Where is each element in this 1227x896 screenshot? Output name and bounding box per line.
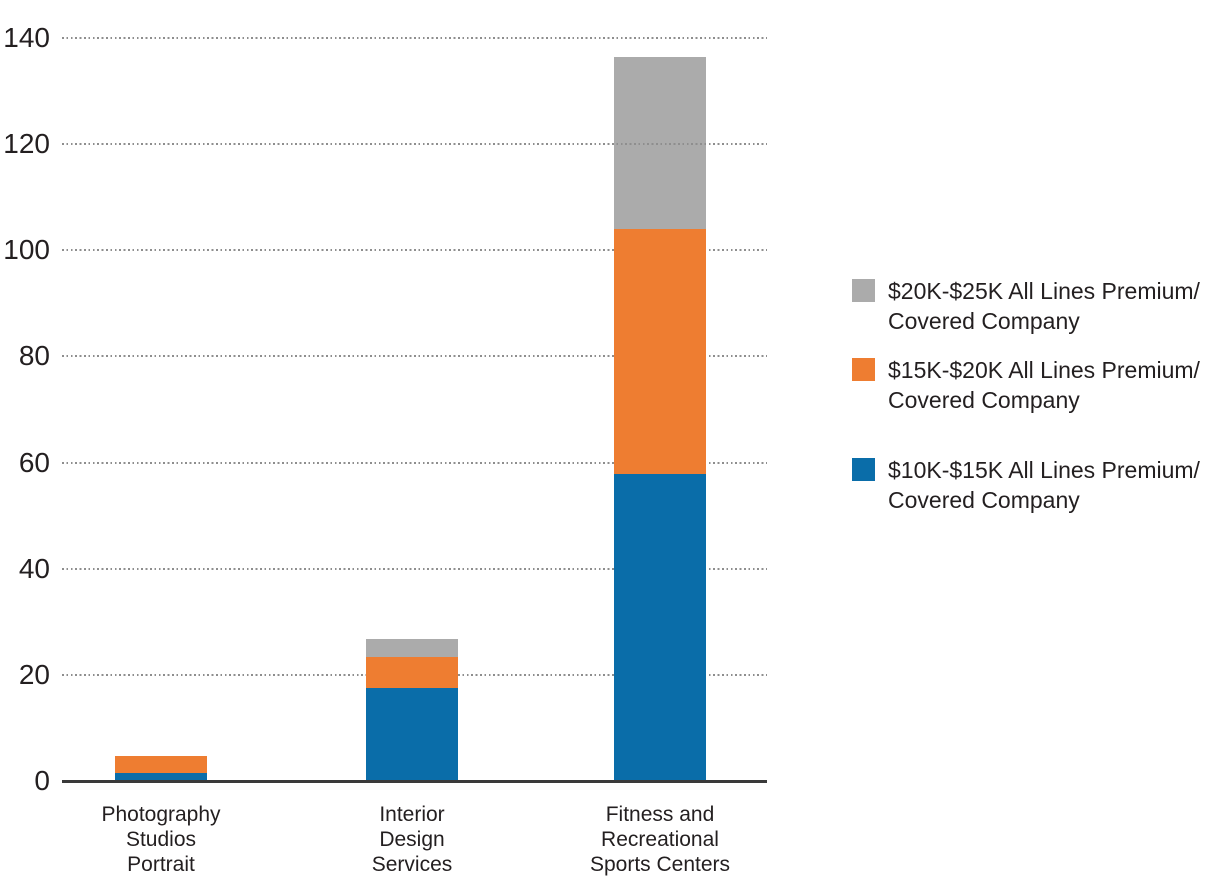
legend-swatch-gray: [852, 279, 875, 302]
gridline-y-80: [62, 355, 767, 358]
bar-segment: [366, 656, 458, 689]
legend-label-line: Covered Company: [888, 387, 1080, 413]
bar-segment: [614, 57, 706, 230]
legend-label-line: $20K-$25K All Lines Premium/: [888, 278, 1200, 304]
bar-segment: [614, 229, 706, 475]
legend-item-10k-15k: $10K-$15K All Lines Premium/ Covered Com…: [852, 455, 1200, 515]
x-axis-label-line: Studios: [125, 828, 197, 851]
legend-swatch-orange: [852, 358, 875, 381]
y-tick-label-100: 100: [3, 234, 50, 266]
y-tick-label-0: 0: [34, 765, 50, 796]
y-tick-label-120: 120: [3, 128, 50, 160]
x-axis-label-photography: Photography Studios Portrait: [51, 802, 271, 877]
x-axis-label-line: Interior: [379, 803, 445, 826]
gridline-y-40: [62, 567, 767, 570]
legend-label-line: $10K-$15K All Lines Premium/: [888, 457, 1200, 483]
x-axis-label-line: Sports Centers: [589, 853, 731, 876]
legend-label-line: $15K-$20K All Lines Premium/: [888, 357, 1200, 383]
legend-item-20k-25k: $20K-$25K All Lines Premium/ Covered Com…: [852, 276, 1200, 336]
gridline-y-140: [62, 37, 767, 39]
x-axis-line: [62, 780, 767, 783]
gridline-y-120: [62, 143, 767, 146]
x-axis-label-line: Services: [371, 853, 453, 876]
x-axis-label-line: Design: [379, 828, 445, 851]
y-tick-label-60: 60: [18, 446, 50, 478]
y-tick-label-140: 140: [3, 22, 50, 53]
legend-label-line: Covered Company: [888, 487, 1080, 513]
x-axis-label-line: Recreational: [601, 828, 719, 851]
gridline-y-60: [62, 461, 767, 464]
y-tick-label-20: 20: [18, 658, 50, 690]
bar-segment: [115, 756, 207, 774]
x-axis-label-line: Portrait: [127, 853, 195, 876]
x-axis-label-fitness: Fitness and Recreational Sports Centers: [550, 802, 770, 877]
bar-segment: [115, 773, 207, 781]
bar-segment: [366, 688, 458, 781]
legend-label-line: Covered Company: [888, 308, 1080, 334]
legend-swatch-blue: [852, 458, 875, 481]
bar-segment: [366, 638, 458, 657]
x-axis-label-line: Fitness and: [605, 803, 715, 826]
y-tick-label-80: 80: [18, 340, 50, 372]
y-tick-label-40: 40: [18, 552, 50, 584]
x-axis-label-interior-design: Interior Design Services: [302, 802, 522, 877]
x-axis-label-line: Photography: [101, 803, 221, 826]
gridline-y-100: [62, 249, 767, 252]
legend-item-15k-20k: $15K-$20K All Lines Premium/ Covered Com…: [852, 355, 1200, 415]
bar-segment: [614, 474, 706, 781]
